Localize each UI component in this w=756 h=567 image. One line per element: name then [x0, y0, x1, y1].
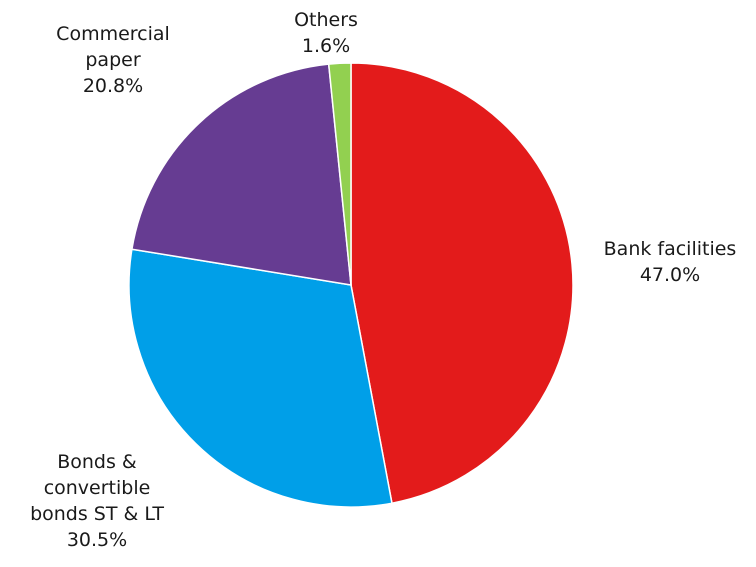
slice-value-label: 20.8%	[83, 75, 143, 97]
slice-name-label: convertible	[44, 477, 151, 499]
slice-name-label: Commercial	[56, 23, 170, 45]
slice-value-label: 1.6%	[302, 35, 350, 57]
pie-slice-0	[350, 62, 574, 505]
pie-slice-1	[128, 248, 393, 508]
slice-value-label: 30.5%	[67, 529, 127, 551]
slice-value-label: 47.0%	[640, 264, 700, 286]
slice-label-1: Bonds & convertible bonds ST & LT 30.5%	[30, 451, 164, 551]
pie-slice-2	[131, 63, 352, 286]
slice-labels: Bank facilities 47.0% Bonds & convertible bo…	[30, 9, 736, 551]
slice-name-label: Bank facilities	[604, 238, 737, 260]
pie-slice-3	[327, 62, 352, 286]
slice-label-3: Others 1.6%	[294, 9, 358, 57]
slice-name-label: Bonds &	[57, 451, 137, 473]
slice-name-label: bonds ST & LT	[30, 503, 164, 525]
pie-slices	[128, 62, 574, 508]
slice-name-label: Others	[294, 9, 358, 31]
slice-name-label: paper	[85, 49, 140, 71]
slice-label-2: Commercial paper 20.8%	[56, 23, 170, 97]
slice-label-0: Bank facilities 47.0%	[604, 238, 737, 286]
